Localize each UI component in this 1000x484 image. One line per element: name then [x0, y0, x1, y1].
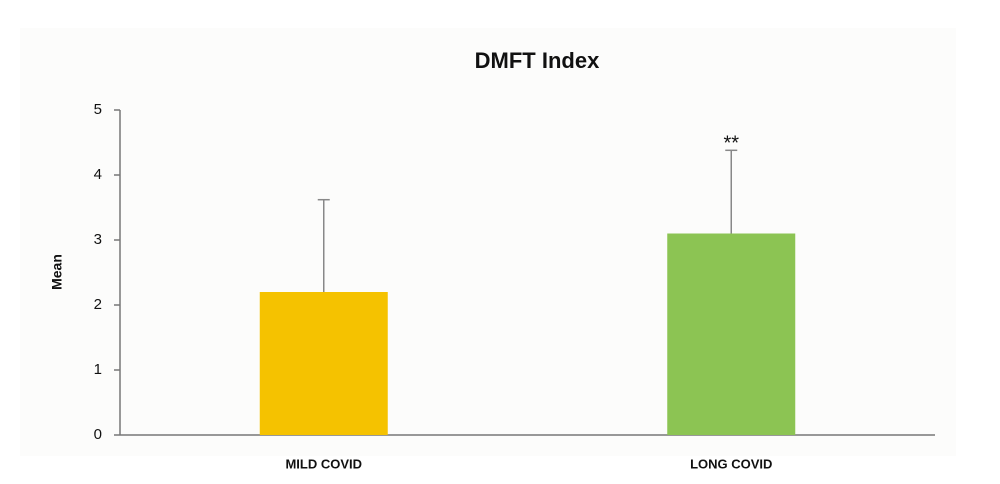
bar [259, 292, 388, 435]
x-tick-label: MILD COVID [285, 456, 362, 471]
y-tick-label: 0 [94, 426, 102, 443]
bar [667, 233, 796, 435]
x-tick-label: LONG COVID [690, 456, 772, 471]
y-axis-label: Mean [49, 254, 65, 290]
y-tick-label: 4 [94, 166, 102, 183]
chart-title: DMFT Index [475, 48, 600, 73]
y-tick-label: 1 [94, 361, 102, 378]
y-tick-label: 2 [94, 296, 102, 313]
chart-background [20, 28, 956, 456]
annotation: ** [723, 133, 739, 155]
y-tick-label: 5 [94, 101, 102, 118]
y-tick-label: 3 [94, 231, 102, 248]
